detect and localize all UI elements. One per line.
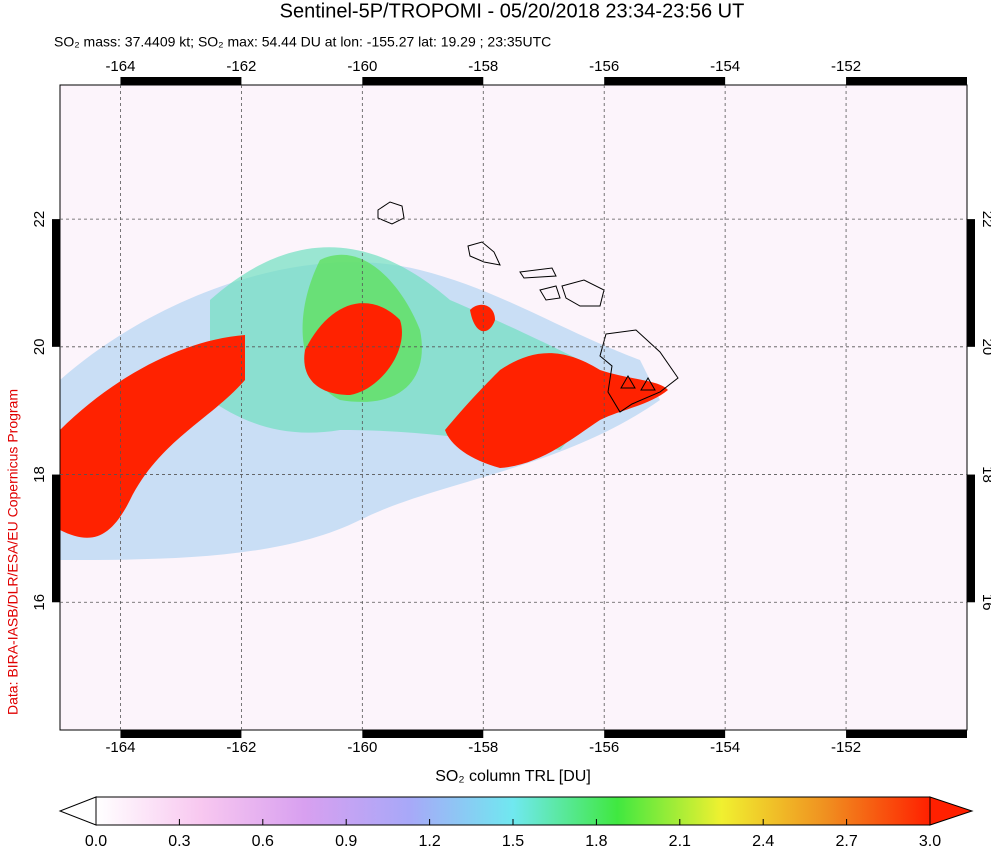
island-maui	[561, 279, 605, 307]
frame-bar	[967, 219, 975, 347]
frame-bar	[967, 474, 975, 603]
frame-bar	[52, 219, 60, 347]
colorbar-max-arrow	[929, 796, 974, 826]
y-tick-label-left: 16	[31, 594, 48, 611]
island-molokai	[519, 267, 557, 279]
subtitle: SO₂ mass: 37.4409 kt; SO₂ max: 54.44 DU …	[54, 34, 551, 50]
y-tick-label-left: 18	[31, 466, 48, 483]
y-tick-label-right: 20	[979, 338, 991, 355]
y-tick-label-left: 20	[31, 338, 48, 355]
map-frame	[59, 84, 968, 731]
frame-bar	[604, 77, 726, 85]
island-hawaii	[599, 329, 679, 413]
frame-bar	[362, 77, 484, 85]
colorbar-tick-label: 2.7	[835, 833, 857, 850]
colorbar-tick-label: 2.1	[669, 833, 691, 850]
y-tick-label-right: 18	[979, 466, 991, 483]
so2-red-east	[445, 353, 668, 468]
frame-bar	[846, 730, 967, 738]
island-lanai	[539, 285, 561, 301]
x-tick-label-bottom: -164	[105, 739, 135, 756]
island-oahu	[467, 241, 501, 266]
colorbar-tick-label: 0.3	[168, 833, 190, 850]
x-tick-label-top: -162	[226, 58, 256, 75]
colorbar-label: SO₂ column TRL [DU]	[435, 768, 591, 785]
x-tick-label-bottom: -162	[226, 739, 256, 756]
colorbar-tick-label: 1.2	[418, 833, 440, 850]
colorbar-tick-label: 0.9	[335, 833, 357, 850]
x-tick-label-top: -158	[468, 58, 498, 75]
colorbar-tick-label: 1.5	[502, 833, 524, 850]
so2-red-west	[60, 335, 245, 538]
island-kauai	[377, 201, 405, 225]
volcano-markers	[620, 375, 656, 391]
frame-bar	[846, 77, 967, 85]
x-tick-label-top: -156	[589, 58, 619, 75]
y-tick-label-right: 22	[979, 211, 991, 228]
x-tick-label-top: -154	[710, 58, 740, 75]
y-tick-label-left: 22	[31, 211, 48, 228]
frame-bar	[604, 730, 726, 738]
credit: Data: BIRA-IASB/DLR/ESA/EU Copernicus Pr…	[5, 389, 21, 715]
frame-bar	[120, 730, 242, 738]
x-tick-label-bottom: -152	[831, 739, 861, 756]
colorbar-tick-label: 2.4	[752, 833, 774, 850]
x-tick-label-top: -152	[831, 58, 861, 75]
x-tick-label-bottom: -160	[347, 739, 377, 756]
colorbar-tick-label: 1.8	[585, 833, 607, 850]
frame-bar	[362, 730, 484, 738]
so2-red-central	[304, 303, 402, 395]
x-tick-label-bottom: -156	[589, 739, 619, 756]
so2-red-small	[470, 304, 495, 332]
x-tick-label-top: -160	[347, 58, 377, 75]
x-tick-label-bottom: -158	[468, 739, 498, 756]
y-tick-label-right: 16	[979, 594, 991, 611]
x-tick-label-bottom: -154	[710, 739, 740, 756]
x-tick-label-top: -164	[105, 58, 135, 75]
colorbar-tick-label: 0.0	[85, 833, 107, 850]
colorbar-tick-label: 3.0	[919, 833, 941, 850]
colorbar-min-arrow	[58, 796, 97, 826]
colorbar-tick-label: 0.6	[252, 833, 274, 850]
frame-bar	[52, 474, 60, 603]
frame-bar	[120, 77, 242, 85]
map-area	[60, 85, 967, 730]
title: Sentinel-5P/TROPOMI - 05/20/2018 23:34-2…	[280, 0, 745, 22]
